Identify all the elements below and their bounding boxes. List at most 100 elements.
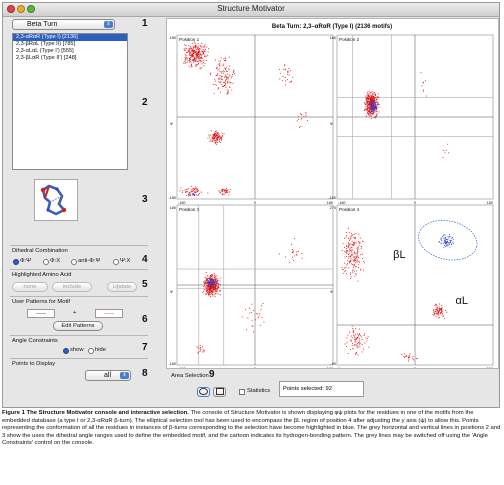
points-select[interactable]: all ⇕: [85, 370, 131, 381]
data-point: [196, 189, 197, 190]
points-value: all: [104, 372, 111, 379]
data-point: [348, 247, 349, 248]
data-point: [220, 65, 221, 66]
data-point: [221, 278, 222, 279]
motif-list-item[interactable]: 2,3-αRαR (Type I) [2136]: [13, 34, 127, 41]
data-point: [375, 116, 376, 117]
data-point: [360, 335, 361, 336]
dihedral-title: Dihedral Combination: [12, 248, 68, 254]
data-point: [373, 96, 374, 97]
dihedral-radio-anti[interactable]: [71, 259, 77, 265]
data-point: [352, 255, 353, 256]
data-point: [208, 51, 209, 52]
motif-list-item[interactable]: 2,3-αLαL (Type I') [555]: [13, 48, 127, 55]
x-tick-left: -180: [338, 201, 346, 205]
data-point: [200, 53, 201, 54]
data-point: [372, 113, 373, 114]
data-point: [211, 287, 212, 288]
x-tick-left: -180: [178, 367, 186, 368]
y-tick-top: 180: [170, 206, 176, 210]
angle-show-radio[interactable]: [63, 348, 69, 354]
amino-acid-select[interactable]: none: [12, 282, 48, 292]
data-point: [375, 97, 376, 98]
data-point: [188, 45, 189, 46]
data-point: [404, 354, 405, 355]
points-title: Points to Display: [12, 361, 55, 367]
motif-list-item[interactable]: 2,3-βRαL (Type II) [785]: [13, 41, 127, 48]
plot-area[interactable]: Beta Turn: 2,3–αRαR (Type I) (2136 motif…: [166, 18, 499, 369]
data-point: [218, 287, 219, 288]
data-point: [283, 69, 284, 70]
pattern-field-1[interactable]: -----: [27, 309, 55, 318]
data-point: [195, 43, 196, 44]
data-point: [348, 228, 349, 229]
data-point: [352, 244, 353, 245]
data-point: [436, 305, 437, 306]
data-point: [449, 234, 450, 235]
data-point: [444, 245, 445, 246]
motif-list-item[interactable]: 2,3-βLαR (Type II') [248]: [13, 55, 127, 62]
data-point: [219, 65, 220, 66]
data-point: [366, 341, 367, 342]
data-point: [190, 193, 191, 194]
data-point: [187, 60, 188, 61]
edit-patterns-button[interactable]: Edit Patterns: [53, 321, 103, 331]
data-point: [198, 194, 199, 195]
data-point: [287, 79, 288, 80]
data-point: [351, 336, 352, 337]
ramachandran-plots[interactable]: Beta Turn: 2,3–αRαR (Type I) (2136 motif…: [167, 19, 498, 368]
data-point: [216, 282, 217, 283]
data-point: [376, 113, 377, 114]
data-point: [203, 47, 204, 48]
statistics-checkbox[interactable]: [239, 389, 245, 395]
data-point: [368, 113, 369, 114]
data-point: [292, 249, 293, 250]
dihedral-label-psi-chi: Ψ:Χ: [120, 258, 130, 264]
motif-type-select[interactable]: Beta Turn ⇕: [12, 19, 115, 30]
motif-list[interactable]: 2,3-αRαR (Type I) [2136] 2,3-βRαL (Type I…: [12, 33, 128, 170]
data-point: [353, 331, 354, 332]
data-point: [253, 310, 254, 311]
data-point: [285, 69, 286, 70]
rectangle-tool-button[interactable]: [213, 387, 226, 397]
data-point: [305, 112, 306, 113]
data-point: [367, 112, 368, 113]
data-point: [360, 343, 361, 344]
angle-hide-radio[interactable]: [88, 348, 94, 354]
pattern-field-2[interactable]: -----: [95, 309, 123, 318]
data-point: [196, 64, 197, 65]
data-point: [258, 316, 259, 317]
dihedral-radio-psi-chi[interactable]: [113, 259, 119, 265]
dihedral-radio-phi-psi[interactable]: [13, 259, 19, 265]
data-point: [204, 282, 205, 283]
data-point: [229, 74, 230, 75]
data-point: [444, 237, 445, 238]
dihedral-radio-phi-chi[interactable]: [43, 259, 49, 265]
data-point: [372, 93, 373, 94]
data-point: [413, 356, 414, 357]
data-point: [453, 239, 454, 240]
data-point: [211, 130, 212, 131]
data-point: [351, 247, 352, 248]
data-point: [197, 56, 198, 57]
data-point: [349, 244, 350, 245]
update-button[interactable]: Update: [107, 282, 137, 292]
data-point: [342, 267, 343, 268]
data-point: [184, 57, 185, 58]
ellipse-tool-button[interactable]: [197, 387, 210, 397]
data-point: [445, 242, 446, 243]
data-point: [213, 138, 214, 139]
data-point: [252, 320, 253, 321]
data-point: [189, 66, 190, 67]
data-point: [183, 63, 184, 64]
panel-label: Position 1: [179, 37, 200, 42]
data-point: [374, 92, 375, 93]
data-point: [224, 68, 225, 69]
data-point: [372, 109, 373, 110]
include-select[interactable]: include: [52, 282, 92, 292]
data-point: [191, 64, 192, 65]
